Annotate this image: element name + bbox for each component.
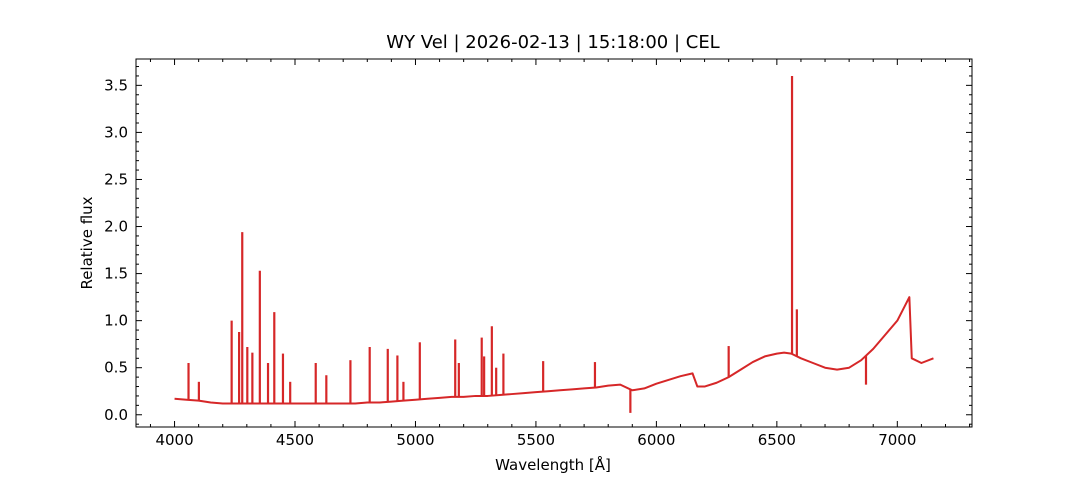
ticks-layer: 4000 4500 5000 5500 6000 6500 7000 0.0 0.5 1.0 1.5… — [104, 59, 972, 449]
plot-frame — [135, 58, 973, 428]
x-tick-label: 5500 — [517, 431, 555, 449]
y-axis-title: Relative flux — [78, 196, 96, 289]
y-tick-label: 0.0 — [104, 406, 128, 424]
x-tick-label: 4500 — [276, 431, 314, 449]
y-tick-label: 1.0 — [104, 312, 128, 330]
spectrum-line — [174, 296, 934, 405]
x-tick-label: 5000 — [396, 431, 434, 449]
y-tick-label: 3.5 — [104, 76, 128, 94]
series-layer — [174, 75, 934, 413]
x-tick-label: 6500 — [758, 431, 796, 449]
y-tick-label: 3.0 — [104, 123, 128, 141]
x-tick-label: 7000 — [878, 431, 916, 449]
y-tick-label: 2.0 — [104, 218, 128, 236]
y-tick-label: 0.5 — [104, 359, 128, 377]
x-tick-label: 4000 — [155, 431, 193, 449]
y-tick-label: 2.5 — [104, 170, 128, 188]
chart-title: WY Vel | 2026-02-13 | 15:18:00 | CEL — [386, 32, 719, 53]
plot-area — [174, 75, 934, 413]
x-tick-label: 6000 — [637, 431, 675, 449]
y-tick-label: 1.5 — [104, 265, 128, 283]
x-axis-title: Wavelength [Å] — [495, 455, 611, 474]
